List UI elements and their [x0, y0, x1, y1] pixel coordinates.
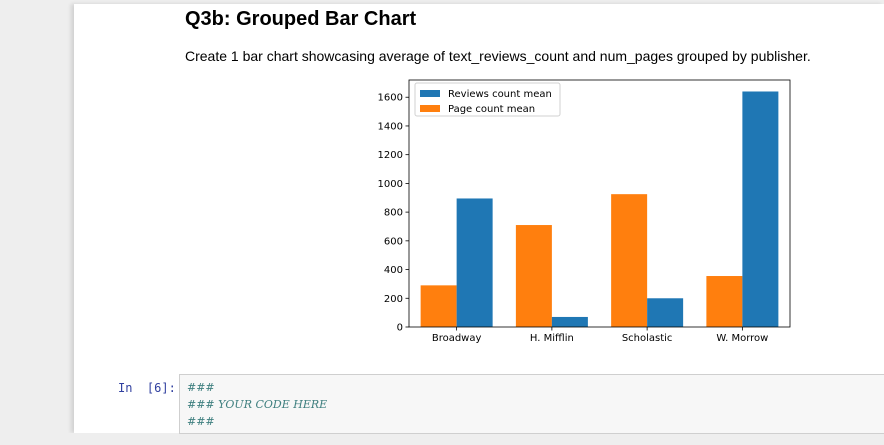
- x-tick-label: Scholastic: [622, 333, 673, 344]
- y-tick-label: 400: [384, 265, 403, 276]
- bar-page-count-mean-2: [611, 194, 648, 327]
- bar-page-count-mean-0: [420, 285, 457, 327]
- x-tick-label: Broadway: [432, 333, 482, 344]
- chart-legend: Reviews count mean Page count mean: [414, 82, 561, 117]
- legend-box: [414, 82, 561, 117]
- code-line: ### YOUR CODE HERE: [187, 398, 328, 411]
- y-tick-label: 200: [384, 294, 403, 305]
- legend-swatch: [420, 90, 440, 97]
- cell-prompt: In [6]:: [118, 381, 176, 395]
- bar-reviews-count-mean-2: [647, 298, 684, 327]
- bar-page-count-mean-3: [706, 276, 743, 327]
- chart-plot-area: Broadway H. Mifflin Scholastic W. Morrow 0 20…: [378, 79, 791, 344]
- bar-reviews-count-mean-1: [551, 316, 588, 327]
- bar-reviews-count-mean-0: [456, 198, 493, 327]
- code-line: ###: [187, 415, 215, 428]
- left-gutter: [0, 0, 74, 433]
- legend-label: Page count mean: [448, 104, 535, 115]
- markdown-heading: Q3b: Grouped Bar Chart: [185, 8, 417, 30]
- markdown-description: Create 1 bar chart showcasing average of…: [185, 48, 811, 64]
- legend-label: Reviews count mean: [448, 89, 552, 100]
- grouped-bar-chart: Broadway H. Mifflin Scholastic W. Morrow 0 20…: [378, 79, 791, 344]
- y-tick-label: 1600: [378, 93, 403, 104]
- bar-reviews-count-mean-3: [742, 91, 779, 328]
- y-tick-label: 1400: [378, 121, 403, 132]
- code-line: ###: [187, 381, 215, 394]
- y-tick-label: 800: [384, 208, 403, 219]
- x-tick-label: W. Morrow: [716, 333, 768, 344]
- bar-page-count-mean-1: [515, 225, 552, 327]
- y-tick-label: 1200: [378, 150, 403, 161]
- x-tick-label: H. Mifflin: [530, 333, 574, 344]
- y-tick-label: 600: [384, 236, 403, 247]
- code-cell-input[interactable]: ### ### YOUR CODE HERE ###: [179, 374, 884, 434]
- legend-swatch: [420, 105, 440, 112]
- plot-frame: [408, 79, 791, 328]
- y-tick-label: 1000: [378, 179, 403, 190]
- y-tick-label: 0: [397, 323, 403, 334]
- bottom-strip: [0, 433, 884, 445]
